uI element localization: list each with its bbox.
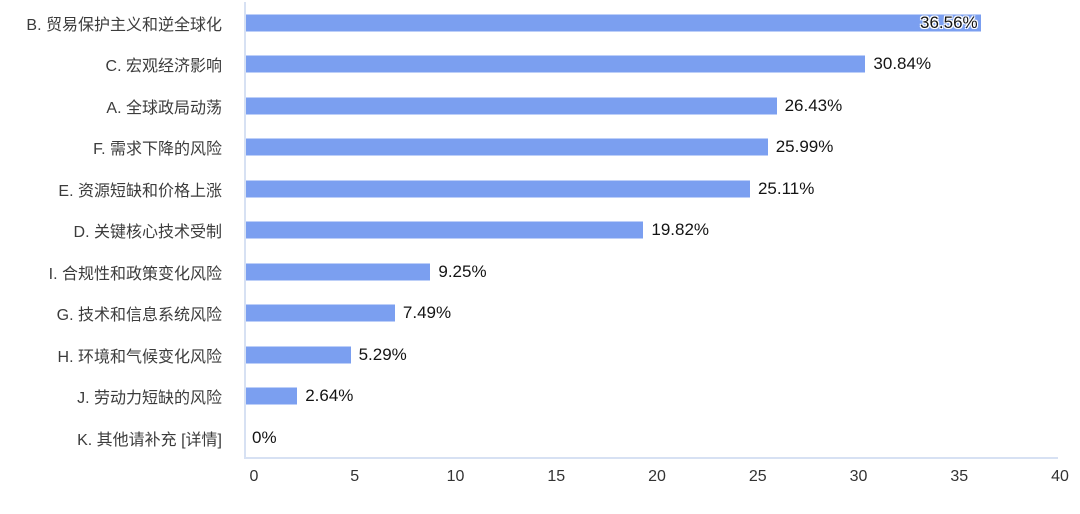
x-tick-label: 30 — [849, 468, 868, 485]
bar-track: 0% — [244, 417, 1050, 459]
chart-row: E. 资源短缺和价格上涨 25.11% — [0, 168, 1060, 210]
bar-track: 2.64% — [244, 376, 1050, 418]
bar-track: 30.84% — [244, 44, 1050, 86]
value-label: 25.99% — [775, 137, 834, 157]
chart-row: D. 关键核心技术受制 19.82% — [0, 210, 1060, 252]
chart-row: C. 宏观经济影响 30.84% — [0, 44, 1060, 86]
bar-track: 9.25% — [244, 251, 1050, 293]
value-label: 2.64% — [305, 386, 354, 406]
x-tick-label: 25 — [748, 468, 767, 485]
category-label: J. 劳动力短缺的风险 — [77, 390, 222, 408]
value-label: 7.49% — [402, 303, 452, 323]
bar-track: 25.11% — [244, 168, 1050, 210]
category-label: A. 全球政局动荡 — [106, 99, 222, 117]
bar-track: 25.99% — [244, 127, 1050, 169]
category-label: G. 技术和信息系统风险 — [56, 307, 222, 325]
x-tick-label: 35 — [950, 468, 969, 485]
value-label: 5.29% — [358, 344, 407, 364]
category-label: B. 贸易保护主义和逆全球化 — [26, 16, 222, 34]
bar-track: 7.49% — [244, 293, 1050, 335]
bar — [244, 55, 866, 73]
value-label: 0% — [252, 427, 277, 447]
category-label: E. 资源短缺和价格上涨 — [58, 182, 222, 200]
x-axis: 0 5 10 15 20 25 30 35 40 — [250, 468, 1069, 492]
value-label: 36.56% — [920, 12, 978, 32]
bar — [244, 14, 981, 32]
category-label: H. 环境和气候变化风险 — [57, 348, 222, 366]
bar-track: 5.29% — [244, 334, 1050, 376]
bar — [244, 346, 351, 364]
bar — [244, 263, 431, 281]
value-label: 26.43% — [784, 95, 843, 115]
chart-row: J. 劳动力短缺的风险 2.64% — [0, 376, 1060, 418]
chart-row: I. 合规性和政策变化风险 9.25% — [0, 251, 1060, 293]
x-tick-label: 20 — [648, 468, 666, 485]
bar-track: 26.43% — [244, 85, 1050, 127]
chart-row: K. 其他请补充 [详情] 0% — [0, 417, 1060, 459]
category-label: D. 关键核心技术受制 — [73, 224, 222, 242]
category-label: C. 宏观经济影响 — [105, 58, 222, 76]
value-label: 30.84% — [873, 54, 932, 74]
plot-area: B. 贸易保护主义和逆全球化 36.56% C. 宏观经济影响 30.84% A… — [0, 2, 1060, 459]
x-tick-label: 0 — [249, 468, 259, 485]
x-tick-label: 15 — [547, 468, 566, 485]
x-tick-label: 10 — [446, 468, 465, 485]
chart-row: H. 环境和气候变化风险 5.29% — [0, 334, 1060, 376]
value-label: 19.82% — [651, 220, 710, 240]
chart-row: A. 全球政局动荡 26.43% — [0, 85, 1060, 127]
x-axis-line — [244, 457, 1058, 459]
chart-row: F. 需求下降的风险 25.99% — [0, 127, 1060, 169]
bar — [244, 180, 750, 198]
category-label: I. 合规性和政策变化风险 — [48, 265, 222, 283]
x-tick-label: 40 — [1051, 468, 1069, 485]
bar — [244, 97, 777, 115]
category-label: K. 其他请补充 [详情] — [77, 431, 222, 449]
bar-track: 19.82% — [244, 210, 1050, 252]
value-label: 9.25% — [438, 261, 487, 281]
chart-row: B. 贸易保护主义和逆全球化 36.56% — [0, 2, 1060, 44]
y-axis-line — [244, 2, 246, 459]
value-label: 25.11% — [757, 178, 815, 198]
category-label: F. 需求下降的风险 — [93, 141, 222, 159]
bar-track: 36.56% — [244, 2, 1050, 44]
x-tick-label: 5 — [350, 468, 360, 485]
bar — [244, 387, 298, 405]
bar — [244, 304, 395, 322]
bar — [244, 221, 644, 239]
bar — [244, 138, 768, 156]
chart-row: G. 技术和信息系统风险 7.49% — [0, 293, 1060, 335]
